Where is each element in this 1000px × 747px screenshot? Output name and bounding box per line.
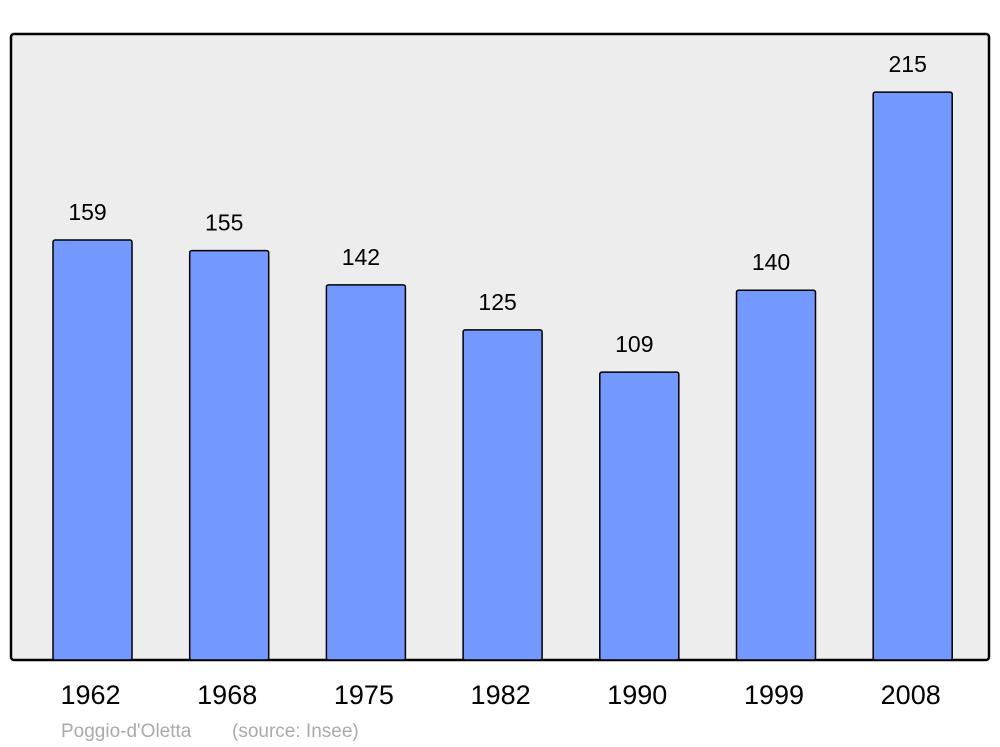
footer-source: (source: Insee): [232, 721, 359, 742]
bar-2008: [872, 91, 953, 661]
category-label: 1962: [60, 680, 120, 710]
category-label: 1968: [197, 680, 257, 710]
value-label: 159: [68, 199, 106, 225]
category-label: 1990: [607, 680, 667, 710]
value-label: 109: [615, 331, 653, 357]
value-label: 140: [752, 249, 790, 275]
bar-1982: [462, 329, 543, 661]
bar-1990: [599, 371, 680, 661]
category-label: 1982: [471, 680, 531, 710]
value-label: 215: [889, 51, 927, 77]
value-label: 142: [342, 244, 380, 270]
value-label: 155: [205, 210, 243, 236]
footer-place: Poggio-d'Oletta: [61, 721, 192, 742]
bar-1999: [735, 289, 817, 661]
bar-1962: [52, 239, 133, 661]
bar-1968: [188, 249, 270, 661]
value-label: 125: [478, 289, 516, 315]
bar-1975: [325, 284, 407, 661]
category-label: 2008: [881, 680, 941, 710]
category-label: 1975: [334, 680, 394, 710]
category-label: 1999: [744, 680, 804, 710]
